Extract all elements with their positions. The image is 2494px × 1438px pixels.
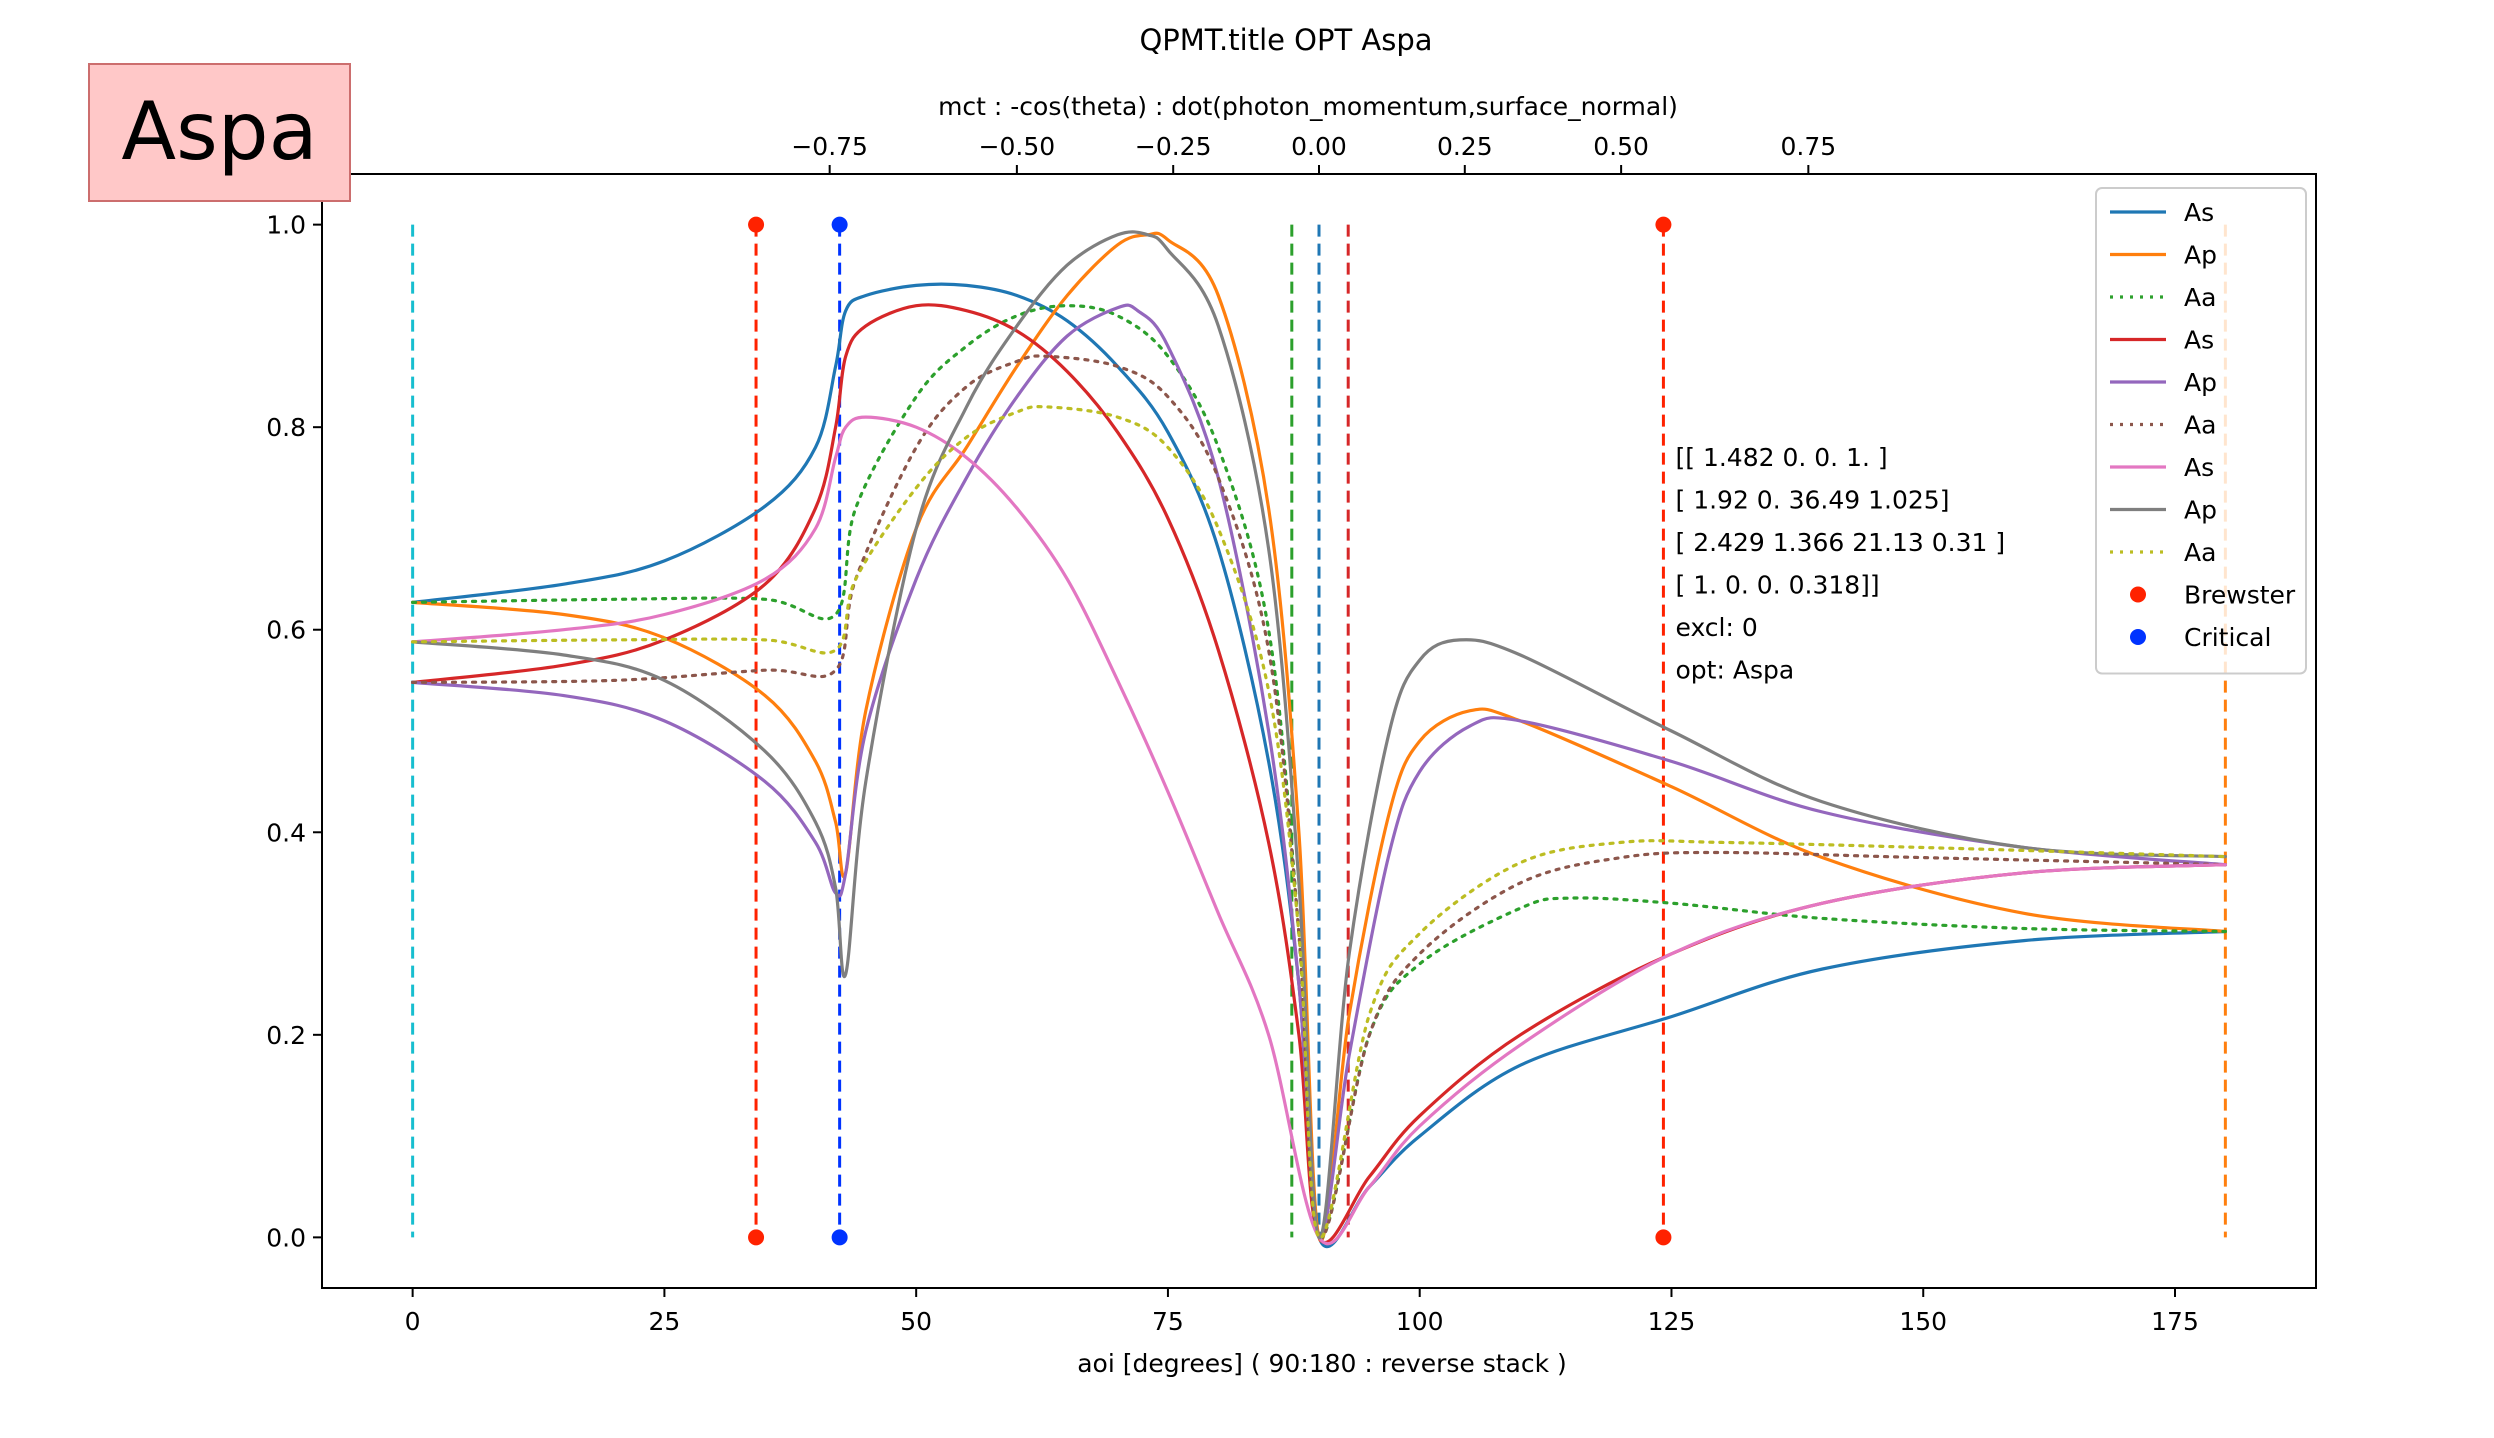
option-badge: Aspa — [88, 63, 351, 202]
x-tick-label: 50 — [900, 1307, 932, 1336]
y-tick-label: 0.4 — [266, 818, 306, 847]
legend-label: Aa — [2184, 283, 2216, 312]
series-line-aa-9 — [411, 405, 2227, 1240]
legend-label: As — [2184, 198, 2214, 227]
badge-label: Aspa — [121, 85, 317, 178]
x-tick-label: 75 — [1152, 1307, 1184, 1336]
annotation-line: opt: Aspa — [1676, 656, 1795, 685]
top-tick-label: 0.00 — [1291, 132, 1347, 161]
y-tick-label: 0.6 — [266, 616, 306, 645]
top-tick-label: −0.25 — [1135, 132, 1212, 161]
scatter-layer — [748, 216, 1672, 1246]
brewster-marker — [748, 1229, 765, 1246]
critical-marker — [831, 1229, 848, 1246]
annotation-line: [[ 1.482 0. 0. 1. ] — [1676, 443, 1888, 472]
top-tick-label: −0.75 — [791, 132, 868, 161]
legend-label: Aa — [2184, 538, 2216, 567]
legend-label: Ap — [2184, 368, 2217, 397]
annotation-line: [ 1. 0. 0. 0.318]] — [1676, 571, 1880, 600]
x-tick-label: 175 — [2151, 1307, 2199, 1336]
top-tick-label: 0.75 — [1781, 132, 1837, 161]
brewster-marker — [1655, 1229, 1672, 1246]
plot-frame — [321, 173, 2317, 1289]
legend-label: Ap — [2184, 241, 2217, 270]
legend-label: Critical — [2184, 623, 2271, 652]
series-line-ap-8 — [411, 230, 2227, 1240]
legend-label: Brewster — [2184, 581, 2296, 610]
annotation-line: [ 1.92 0. 36.49 1.025] — [1676, 486, 1950, 515]
legend: As Ap Aa As Ap Aa As Ap Aa Brewster Critical — [2095, 187, 2307, 675]
legend-box — [2095, 187, 2307, 675]
y-tick-label: 1.0 — [266, 211, 306, 240]
series-line-aa-3 — [411, 304, 2227, 1240]
legend-swatch — [2130, 629, 2146, 645]
badge-box — [88, 63, 351, 202]
x-axis-label: aoi [degrees] ( 90:180 : reverse stack ) — [1077, 1349, 1567, 1378]
series-line-as-7 — [411, 415, 2227, 1246]
top-tick-label: −0.50 — [979, 132, 1056, 161]
series-line-as-1 — [411, 282, 2227, 1249]
legend-label: Ap — [2184, 496, 2217, 525]
legend-label: As — [2184, 326, 2214, 355]
brewster-marker — [748, 216, 765, 233]
x-tick-label: 125 — [1648, 1307, 1696, 1336]
y-tick-label: 0.8 — [266, 413, 306, 442]
axis-ticks: 0 25 50 75 100 125 150 175 0.0 0.2 0.4 0.6 0.8 1.0 −0.… — [266, 132, 2199, 1336]
top-tick-label: 0.50 — [1593, 132, 1649, 161]
series-layer — [411, 230, 2227, 1249]
y-tick-label: 0.2 — [266, 1021, 306, 1050]
legend-swatch — [2130, 586, 2146, 603]
x-tick-label: 150 — [1899, 1307, 1947, 1336]
critical-marker — [831, 216, 848, 233]
y-tick-label: 0.0 — [266, 1223, 306, 1252]
x-tick-label: 25 — [648, 1307, 680, 1336]
brewster-marker — [1655, 216, 1672, 233]
legend-label: As — [2184, 453, 2214, 482]
annotation-line: [ 2.429 1.366 21.13 0.31 ] — [1676, 528, 2006, 557]
x-tick-label: 100 — [1396, 1307, 1444, 1336]
chart-title: QPMT.title OPT Aspa — [1139, 23, 1432, 57]
annotation-line: excl: 0 — [1676, 613, 1758, 642]
legend-label: Aa — [2184, 411, 2216, 440]
top-axis-label: mct : -cos(theta) : dot(photon_momentum,… — [938, 92, 1678, 121]
top-tick-label: 0.25 — [1437, 132, 1493, 161]
x-tick-label: 0 — [405, 1307, 421, 1336]
matrix-annotation: [[ 1.482 0. 0. 1. ] [ 1.92 0. 36.49 1.02… — [1676, 443, 2006, 685]
